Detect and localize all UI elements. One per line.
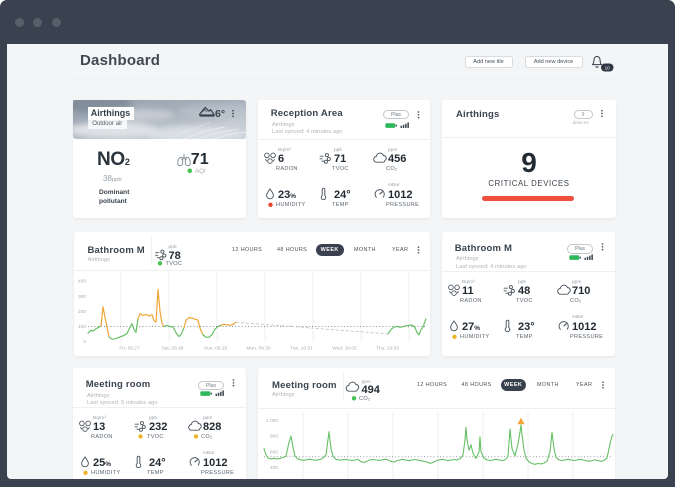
svg-text:100: 100	[78, 324, 86, 330]
svg-text:Tue, 10.01: Tue, 10.01	[290, 346, 313, 352]
svg-text:400: 400	[78, 279, 86, 285]
svg-text:0: 0	[83, 339, 86, 345]
svg-text:800: 800	[270, 434, 278, 440]
svg-text:Thu, 10.03: Thu, 10.03	[376, 346, 399, 352]
svg-text:10: 10	[605, 66, 611, 71]
svg-text:Fri, 09.27: Fri, 09.27	[119, 346, 140, 352]
svg-text:200: 200	[78, 309, 86, 315]
svg-text:Sat, 09.28: Sat, 09.28	[162, 346, 184, 352]
svg-text:400: 400	[270, 465, 278, 471]
svg-text:600: 600	[270, 449, 278, 455]
svg-text:1 000: 1 000	[266, 418, 278, 424]
svg-text:Sun, 09.29: Sun, 09.29	[204, 346, 228, 352]
svg-text:Mon, 09.30: Mon, 09.30	[246, 346, 270, 352]
svg-text:300: 300	[78, 294, 86, 300]
svg-text:Wed, 10.02: Wed, 10.02	[332, 346, 357, 352]
